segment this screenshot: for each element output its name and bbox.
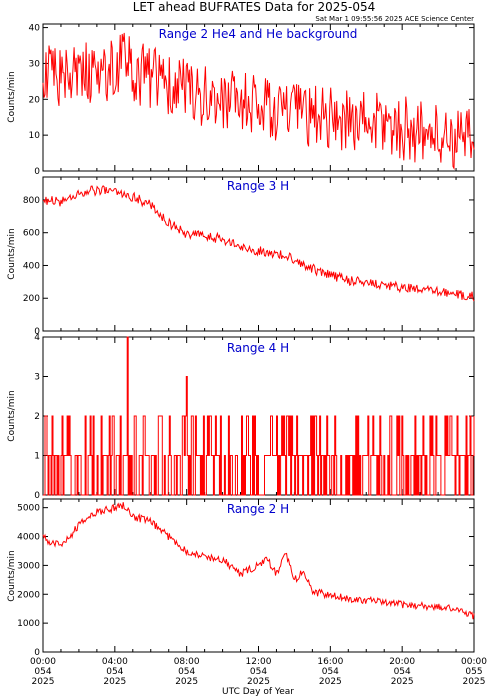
y-tick-label: 40 <box>29 24 41 34</box>
y-tick-label: 0 <box>34 327 40 337</box>
panel-range3-h: 0 200 400 600 800 Range 3 H Counts/min <box>7 176 475 337</box>
y-axis-label: Counts/min <box>7 550 17 601</box>
x-tick-label: 054 <box>34 667 51 677</box>
x-tick-label: 054 <box>322 667 339 677</box>
x-tick-label: 2025 <box>319 677 342 687</box>
y-tick-label: 0 <box>34 491 40 501</box>
panel-title: Range 3 H <box>227 179 289 193</box>
panel-title: Range 2 He4 and He background <box>159 27 358 41</box>
y-tick-label: 3000 <box>17 561 40 571</box>
x-tick-label: 2025 <box>247 677 270 687</box>
y-tick-label: 0 <box>34 648 40 658</box>
y-tick-label: 30 <box>29 59 41 69</box>
x-tick-label: 2025 <box>103 677 126 687</box>
y-axis: 0 200 400 600 800 <box>23 196 474 337</box>
x-tick-label: 16:00 <box>317 657 343 667</box>
panel-range2-h: 0 1000 2000 3000 4000 5000 Range 2 H Counts/m… <box>7 498 475 658</box>
y-tick-label: 0 <box>34 167 40 177</box>
y-tick-label: 1000 <box>17 619 40 629</box>
x-axis <box>42 177 475 331</box>
x-tick-label: 2025 <box>175 677 198 687</box>
y-axis: 0 1000 2000 3000 4000 5000 <box>17 504 474 658</box>
x-tick-label: 055 <box>465 667 482 677</box>
data-trace <box>43 185 475 302</box>
y-tick-label: 3 <box>34 373 40 383</box>
x-tick-label: 12:00 <box>246 657 272 667</box>
y-axis-label: Counts/min <box>7 390 17 441</box>
x-tick-label: 054 <box>250 667 267 677</box>
figure-title: LET ahead BUFRATES Data for 2025-054 <box>133 0 375 14</box>
y-tick-label: 5000 <box>17 504 40 514</box>
data-trace <box>43 336 475 496</box>
x-tick-label: 04:00 <box>102 657 128 667</box>
y-tick-label: 200 <box>23 294 40 304</box>
y-tick-label: 1 <box>34 452 40 462</box>
y-axis: 0 10 20 30 40 <box>29 24 474 177</box>
x-tick-label: 2025 <box>391 677 414 687</box>
x-tick-label: 20:00 <box>389 657 415 667</box>
plot-frame <box>42 176 475 332</box>
x-tick-label: 2025 <box>463 677 486 687</box>
x-tick-label: 054 <box>178 667 195 677</box>
x-tick-label: 00:00 <box>30 657 56 667</box>
y-tick-label: 800 <box>23 196 40 206</box>
x-tick-label: 2025 <box>32 677 55 687</box>
x-tick-label: 08:00 <box>174 657 200 667</box>
data-trace <box>42 32 475 171</box>
x-axis-label: UTC Day of Year <box>222 687 294 697</box>
x-axis <box>42 499 475 652</box>
y-tick-label: 4 <box>34 333 40 343</box>
x-axis <box>42 24 475 171</box>
x-tick-label: 054 <box>394 667 411 677</box>
y-tick-label: 2 <box>34 412 40 422</box>
plot-frame <box>42 498 475 653</box>
panel-title: Range 4 H <box>227 341 289 355</box>
panel-range4-h: 0 1 2 3 4 Range 4 H Counts/min <box>7 333 475 501</box>
y-tick-label: 4000 <box>17 533 40 543</box>
y-tick-label: 2000 <box>17 590 40 600</box>
x-tick-label: 054 <box>106 667 123 677</box>
x-tick-label: 00:00 <box>461 657 487 667</box>
y-tick-label: 600 <box>23 229 40 239</box>
y-tick-label: 10 <box>29 131 41 141</box>
x-tick-labels: 00:00054202504:00054202508:00054202512:0… <box>30 657 487 687</box>
y-axis-label: Counts/min <box>7 71 17 122</box>
y-tick-label: 20 <box>29 95 41 105</box>
y-tick-label: 400 <box>23 261 40 271</box>
panel-title: Range 2 H <box>227 502 289 516</box>
timestamp: Sat Mar 1 09:55:56 2025 ACE Science Cent… <box>315 15 474 23</box>
y-axis-label: Counts/min <box>7 228 17 279</box>
data-trace <box>42 502 475 620</box>
